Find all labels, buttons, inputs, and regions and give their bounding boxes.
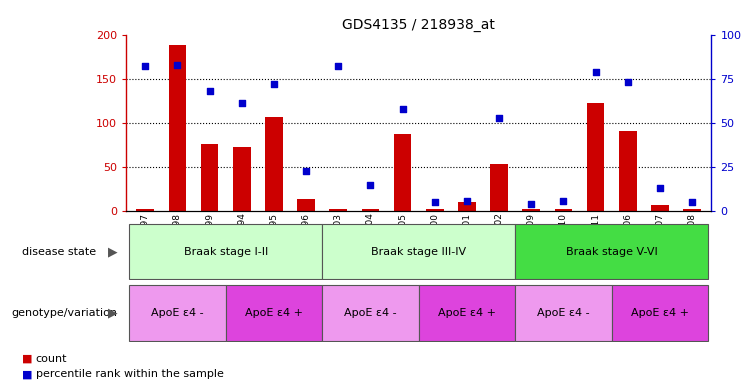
Point [268, 81, 280, 87]
Point [236, 100, 247, 106]
Point [557, 197, 569, 204]
Text: ApoE ε4 +: ApoE ε4 + [631, 308, 689, 318]
Bar [515, 285, 611, 341]
Bar [587, 103, 605, 211]
Bar [226, 285, 322, 341]
Bar [426, 209, 444, 211]
Point [204, 88, 216, 94]
Bar [322, 285, 419, 341]
Bar [393, 134, 411, 211]
Bar [265, 117, 283, 211]
Text: genotype/variation: genotype/variation [11, 308, 117, 318]
Bar [419, 285, 515, 341]
Bar [322, 224, 515, 279]
Bar [233, 147, 250, 211]
Bar [491, 164, 508, 211]
Title: GDS4135 / 218938_at: GDS4135 / 218938_at [342, 18, 495, 32]
Bar [651, 205, 668, 211]
Point [590, 69, 602, 75]
Bar [362, 209, 379, 211]
Bar [169, 45, 186, 211]
Text: ApoE ε4 +: ApoE ε4 + [438, 308, 496, 318]
Bar [683, 209, 701, 211]
Bar [515, 224, 708, 279]
Point [494, 114, 505, 121]
Bar [619, 131, 637, 211]
Point [461, 197, 473, 204]
Bar [201, 144, 219, 211]
Text: Braak stage V-VI: Braak stage V-VI [566, 247, 657, 257]
Bar [129, 285, 226, 341]
Point [171, 61, 183, 68]
Text: percentile rank within the sample: percentile rank within the sample [36, 369, 224, 379]
Text: disease state: disease state [22, 247, 96, 257]
Text: Braak stage I-II: Braak stage I-II [184, 247, 268, 257]
Point [622, 79, 634, 85]
Text: ApoE ε4 -: ApoE ε4 - [151, 308, 204, 318]
Point [300, 167, 312, 174]
Bar [330, 209, 347, 211]
Point [525, 201, 537, 207]
Text: ▶: ▶ [108, 245, 117, 258]
Bar [297, 199, 315, 211]
Text: Braak stage III-IV: Braak stage III-IV [371, 247, 466, 257]
Bar [522, 209, 540, 211]
Bar [136, 209, 154, 211]
Text: ■: ■ [22, 354, 36, 364]
Bar [458, 202, 476, 211]
Point [396, 106, 408, 112]
Bar [611, 285, 708, 341]
Text: ApoE ε4 -: ApoE ε4 - [344, 308, 396, 318]
Point [429, 199, 441, 205]
Point [686, 199, 698, 205]
Text: ▶: ▶ [108, 306, 117, 319]
Text: ■: ■ [22, 369, 36, 379]
Text: ApoE ε4 -: ApoE ε4 - [537, 308, 590, 318]
Point [365, 182, 376, 188]
Point [654, 185, 666, 191]
Bar [554, 209, 572, 211]
Bar [129, 224, 322, 279]
Text: count: count [36, 354, 67, 364]
Point [139, 63, 151, 70]
Point [332, 63, 344, 70]
Text: ApoE ε4 +: ApoE ε4 + [245, 308, 303, 318]
